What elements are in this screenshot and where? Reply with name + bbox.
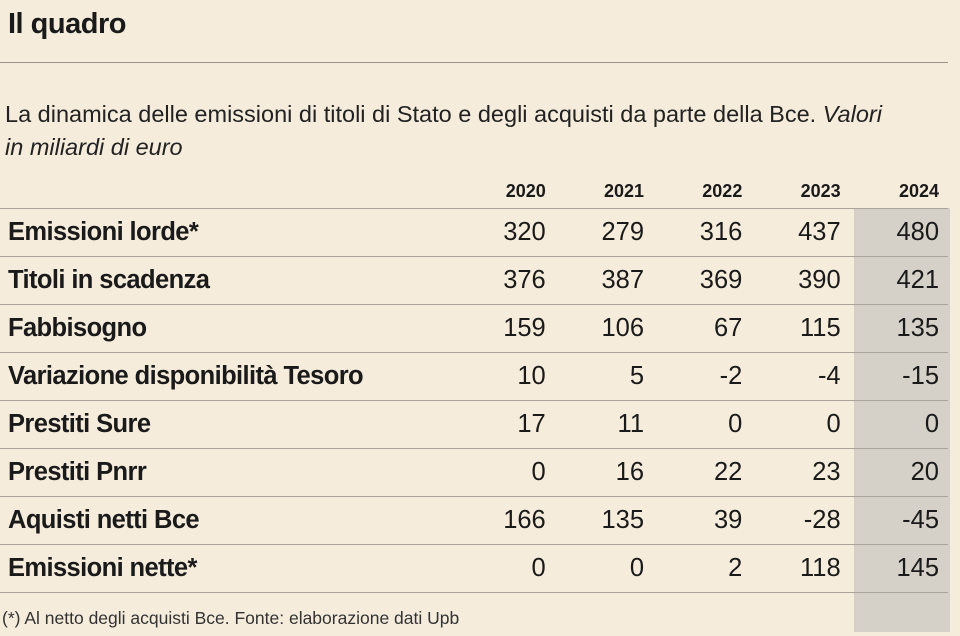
table-row: Emissioni nette* 0 0 2 118 145 bbox=[0, 544, 948, 593]
table-cell: 16 bbox=[554, 448, 654, 497]
table-cell: 0 bbox=[554, 544, 654, 593]
table-cell: 5 bbox=[554, 352, 654, 401]
chart-subtitle: La dinamica delle emissioni di titoli di… bbox=[5, 98, 905, 164]
units-note: Valori in miliardi di euro bbox=[5, 101, 882, 160]
row-label: Prestiti Sure bbox=[0, 400, 457, 449]
table-cell: 0 bbox=[849, 400, 948, 449]
table-cell: 11 bbox=[554, 400, 654, 449]
table-cell: 0 bbox=[456, 544, 555, 593]
table-cell: 0 bbox=[751, 400, 850, 449]
table-cell: 39 bbox=[653, 496, 752, 545]
table-cell: 480 bbox=[849, 208, 948, 257]
table-row: Titoli in scadenza 376 387 369 390 421 bbox=[0, 256, 948, 305]
table-cell: 145 bbox=[849, 544, 948, 593]
table-cell: 67 bbox=[653, 304, 752, 353]
row-label: Titoli in scadenza bbox=[0, 256, 457, 305]
row-label: Prestiti Pnrr bbox=[0, 448, 457, 497]
subtitle-text: La dinamica delle emissioni di titoli di… bbox=[5, 101, 817, 127]
table-cell: 115 bbox=[751, 304, 850, 353]
row-label: Aquisti netti Bce bbox=[0, 496, 457, 545]
column-header: 2024 bbox=[898, 180, 939, 201]
table-row: Aquisti netti Bce 166 135 39 -28 -45 bbox=[0, 496, 948, 545]
table-cell: 118 bbox=[751, 544, 850, 593]
table-cell: 135 bbox=[849, 304, 948, 353]
table-row: Prestiti Pnrr 0 16 22 23 20 bbox=[0, 448, 948, 497]
table-cell: 320 bbox=[456, 208, 555, 257]
table-cell: 2 bbox=[653, 544, 752, 593]
table-row: Variazione disponibilità Tesoro 10 5 -2 … bbox=[0, 352, 948, 401]
table-cell: 387 bbox=[554, 256, 654, 305]
header-label-cell bbox=[0, 174, 456, 209]
table-cell: 279 bbox=[554, 208, 654, 257]
table-cell: -28 bbox=[751, 496, 850, 545]
table-row: Fabbisogno 159 106 67 115 135 bbox=[0, 304, 948, 353]
column-header: 2022 bbox=[702, 180, 743, 201]
table-cell: 0 bbox=[653, 400, 752, 449]
table-cell: 135 bbox=[554, 496, 654, 545]
table-cell: 0 bbox=[456, 448, 555, 497]
table-cell: 421 bbox=[849, 256, 948, 305]
table-cell: -15 bbox=[849, 352, 948, 401]
table-cell: 316 bbox=[653, 208, 752, 257]
row-label: Emissioni nette* bbox=[0, 544, 457, 593]
table-cell: 166 bbox=[456, 496, 555, 545]
column-header: 2023 bbox=[800, 180, 841, 201]
column-header: 2021 bbox=[603, 180, 645, 201]
table-cell: 369 bbox=[653, 256, 752, 305]
table-cell: 390 bbox=[751, 256, 850, 305]
table-cell: 376 bbox=[456, 256, 555, 305]
table-row: Emissioni lorde* 320 279 316 437 480 bbox=[0, 208, 948, 257]
table-cell: 10 bbox=[456, 352, 555, 401]
table-cell: 159 bbox=[456, 304, 555, 353]
table-cell: 106 bbox=[554, 304, 654, 353]
table-cell: 22 bbox=[653, 448, 752, 497]
table-cell: -2 bbox=[653, 352, 752, 401]
row-label: Emissioni lorde* bbox=[0, 208, 457, 257]
table-cell: 20 bbox=[849, 448, 948, 497]
table-cell: 17 bbox=[456, 400, 555, 449]
header-row: 2020 2021 2022 2023 2024 bbox=[0, 174, 948, 209]
row-label: Fabbisogno bbox=[0, 304, 457, 353]
table-cell: 23 bbox=[751, 448, 850, 497]
table-row: Prestiti Sure 17 11 0 0 0 bbox=[0, 400, 948, 449]
data-table: 2020 2021 2022 2023 2024 Emissioni lorde… bbox=[0, 174, 948, 593]
table-cell: -4 bbox=[751, 352, 850, 401]
table-cell: 437 bbox=[751, 208, 850, 257]
title-divider bbox=[0, 62, 948, 63]
table-cell: -45 bbox=[849, 496, 948, 545]
footnote: (*) Al netto degli acquisti Bce. Fonte: … bbox=[2, 608, 460, 628]
column-header: 2020 bbox=[505, 180, 546, 201]
chart-title: Il quadro bbox=[8, 8, 126, 40]
data-table-container: 2020 2021 2022 2023 2024 Emissioni lorde… bbox=[0, 174, 950, 632]
row-label: Variazione disponibilità Tesoro bbox=[0, 352, 457, 401]
